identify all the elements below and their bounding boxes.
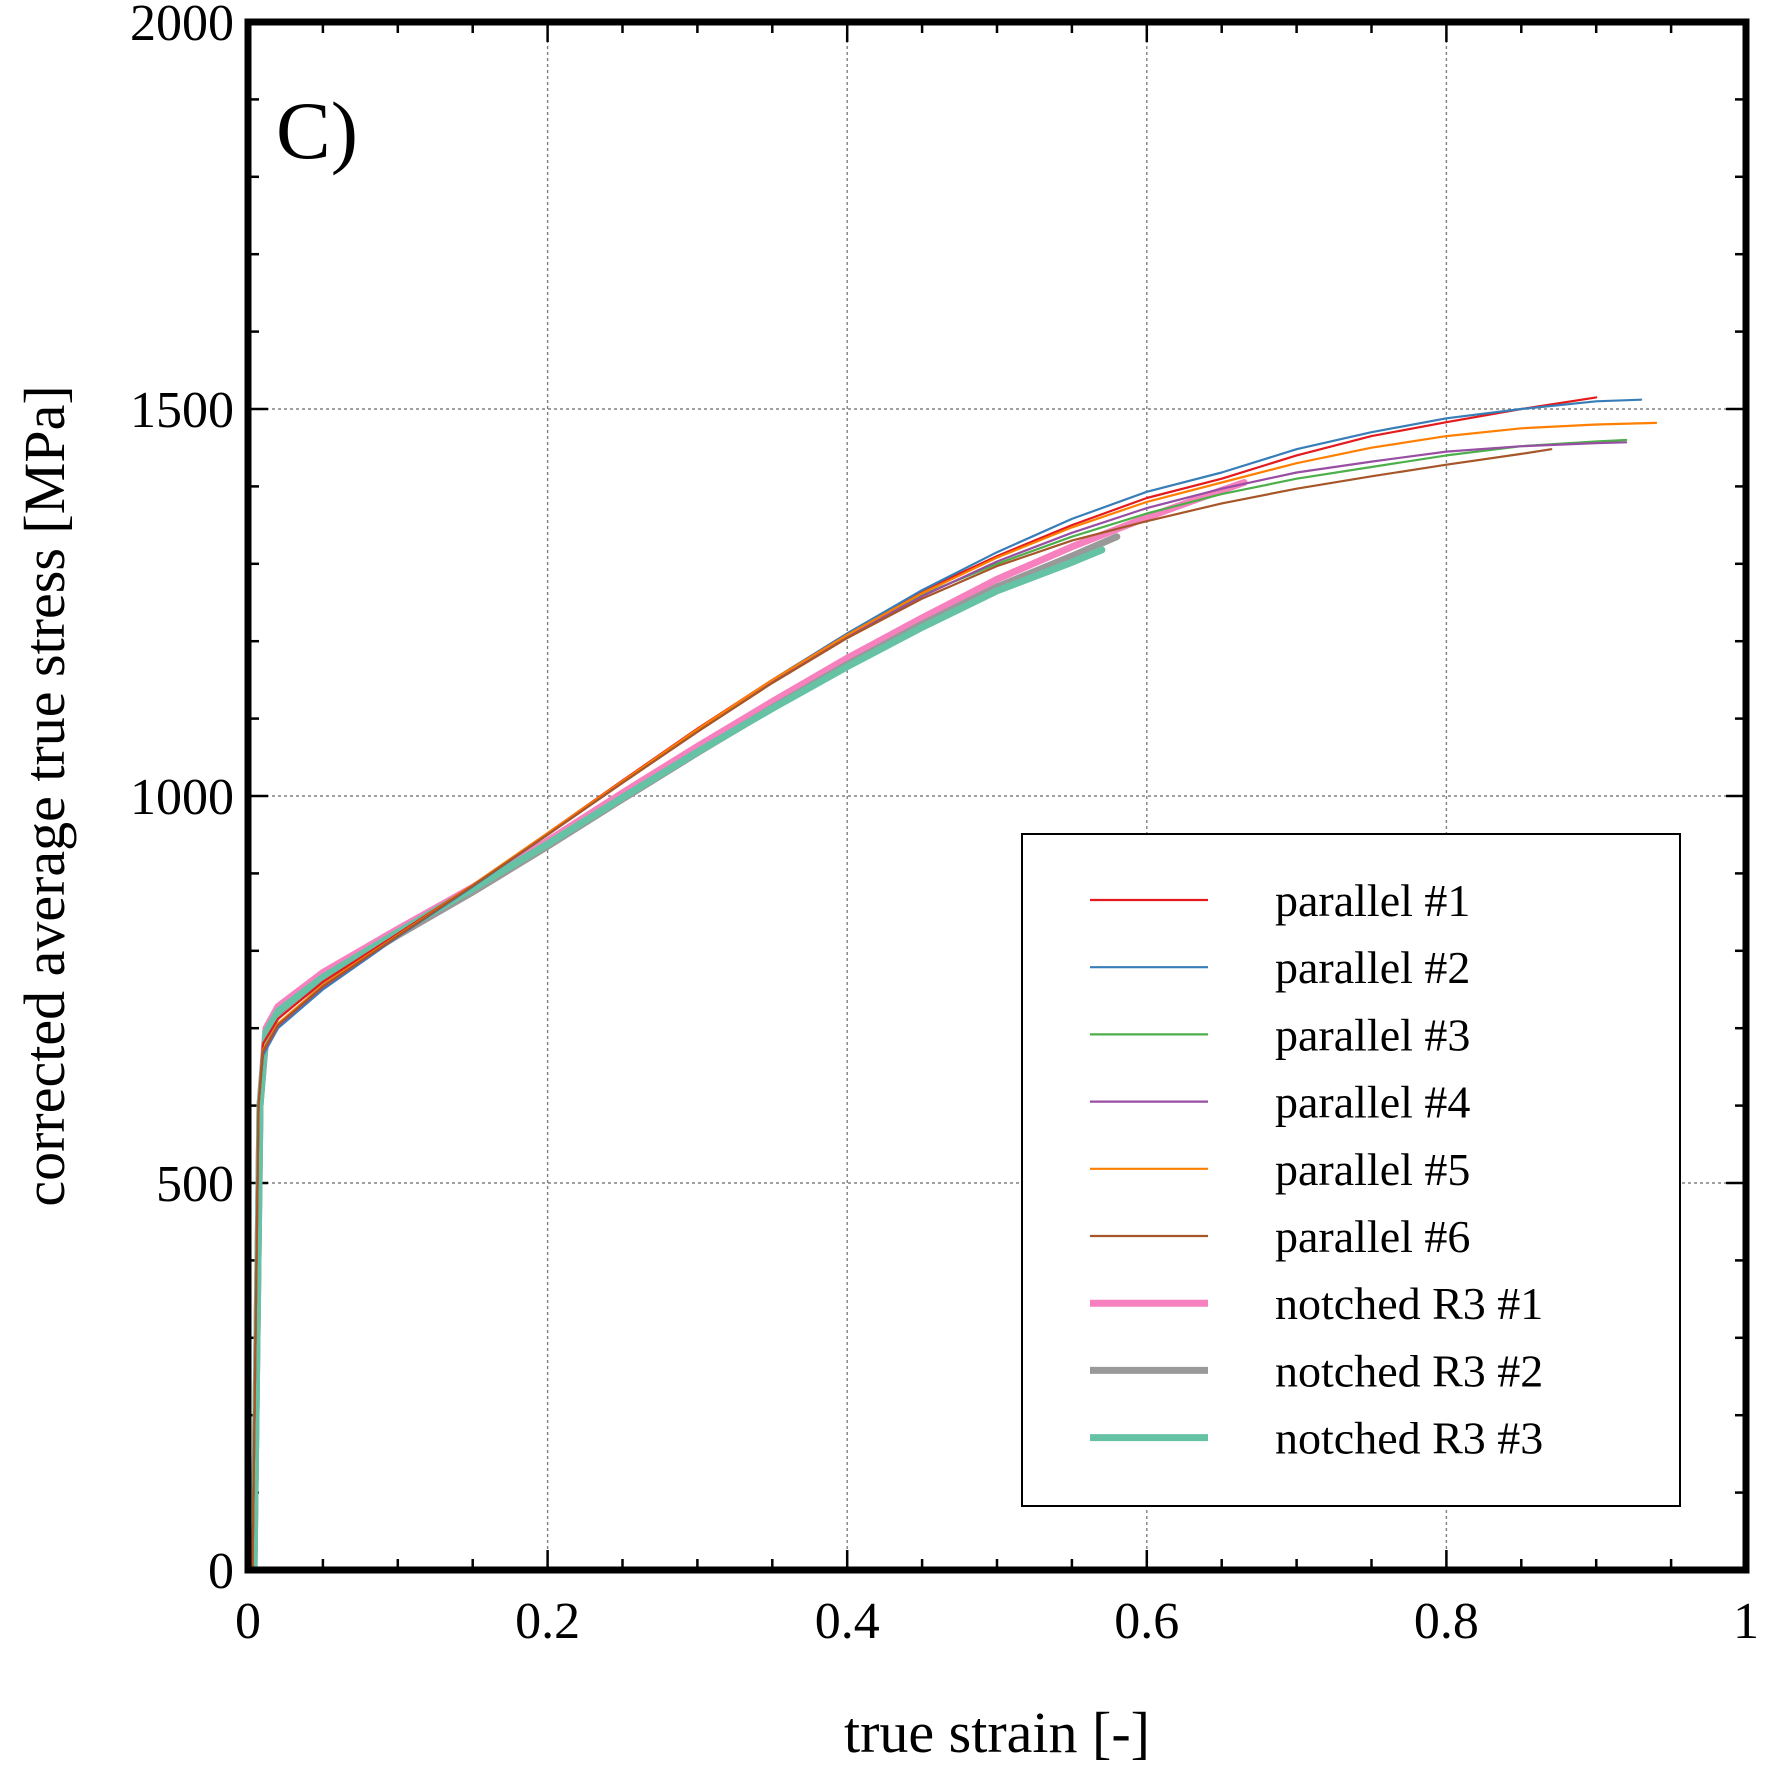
y-tick-label: 0 [208,1543,234,1600]
y-tick-label: 1500 [130,382,234,439]
legend-label: notched R3 #1 [1275,1278,1543,1329]
legend-label: notched R3 #2 [1275,1345,1543,1396]
x-tick-label: 1 [1733,1593,1759,1650]
panel-label: C) [276,85,358,176]
series-line-9 [250,546,1106,1574]
legend-label: parallel #2 [1275,942,1470,993]
y-tick-label: 2000 [130,0,234,52]
legend-label: notched R3 #3 [1275,1413,1543,1464]
y-tick-label: 500 [156,1156,234,1213]
x-tick-label: 0.8 [1414,1593,1479,1650]
x-tick-label: 0.2 [515,1593,580,1650]
tick-labels: 0 0.2 0.4 0.6 0.8 1 0 500 1000 1500 2000 [130,0,1759,1650]
legend-label: parallel #5 [1275,1144,1470,1195]
legend-label: parallel #4 [1275,1077,1470,1128]
series-layer [250,396,1658,1574]
legend: parallel #1 parallel #2 parallel #3 paralle… [1021,833,1681,1507]
series-line-8 [250,533,1121,1574]
y-axis-title: corrected average true stress [MPa] [12,385,77,1206]
x-tick-label: 0.4 [815,1593,880,1650]
x-axis-title: true strain [-] [844,1700,1150,1765]
plot-frame [244,18,1750,1574]
legend-label: parallel #6 [1275,1211,1470,1262]
y-tick-label: 1000 [130,769,234,826]
legend-label: parallel #3 [1275,1009,1470,1060]
legend-box [1021,833,1681,1507]
x-tick-label: 0 [235,1593,261,1650]
series-line-6 [251,448,1553,1572]
legend-label: parallel #1 [1275,875,1470,926]
x-tick-label: 0.6 [1114,1593,1179,1650]
